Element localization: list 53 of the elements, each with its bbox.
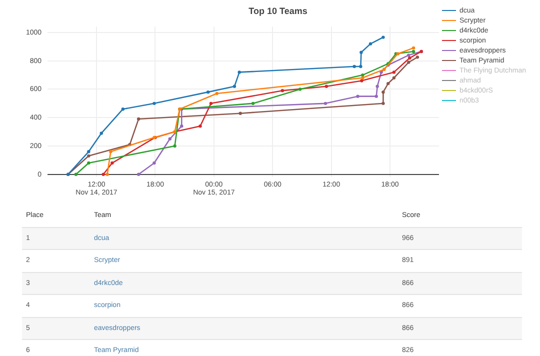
- point: [382, 36, 385, 39]
- point: [180, 124, 184, 128]
- point: [74, 172, 78, 176]
- point: [100, 132, 103, 135]
- point: [407, 54, 410, 57]
- point: [368, 42, 372, 46]
- point: [352, 64, 356, 68]
- point: [198, 124, 202, 128]
- point: [109, 150, 112, 154]
- point: [206, 90, 210, 94]
- point: [209, 102, 213, 106]
- point: [360, 50, 363, 54]
- point: [382, 90, 385, 94]
- point: [416, 56, 420, 59]
- point: [408, 56, 412, 60]
- point: [412, 50, 416, 54]
- point: [102, 172, 105, 176]
- point: [152, 102, 156, 106]
- point: [136, 172, 140, 176]
- point: [152, 161, 156, 165]
- chart-title: Top 10 Teams: [248, 6, 308, 16]
- point: [215, 92, 218, 96]
- point: [173, 144, 176, 148]
- point: [407, 60, 410, 64]
- point: [238, 70, 241, 74]
- point: [136, 117, 140, 121]
- point: [324, 84, 328, 88]
- point: [361, 73, 364, 77]
- point: [121, 107, 125, 111]
- point: [238, 112, 242, 115]
- point: [298, 88, 302, 91]
- point: [232, 84, 236, 88]
- point: [87, 154, 90, 158]
- point: [106, 172, 109, 176]
- point: [361, 76, 364, 80]
- point: [359, 64, 362, 68]
- point: [376, 84, 379, 88]
- point: [324, 102, 328, 106]
- point: [386, 82, 390, 86]
- point: [168, 137, 172, 140]
- point: [87, 150, 90, 154]
- point: [87, 161, 90, 165]
- point: [251, 102, 255, 106]
- point: [360, 79, 364, 82]
- point: [280, 89, 284, 92]
- point: [110, 161, 114, 165]
- point: [382, 68, 386, 71]
- point: [392, 76, 396, 80]
- point: [392, 70, 396, 74]
- point: [374, 94, 378, 98]
- point: [382, 102, 385, 106]
- point: [412, 46, 416, 50]
- point: [356, 94, 360, 98]
